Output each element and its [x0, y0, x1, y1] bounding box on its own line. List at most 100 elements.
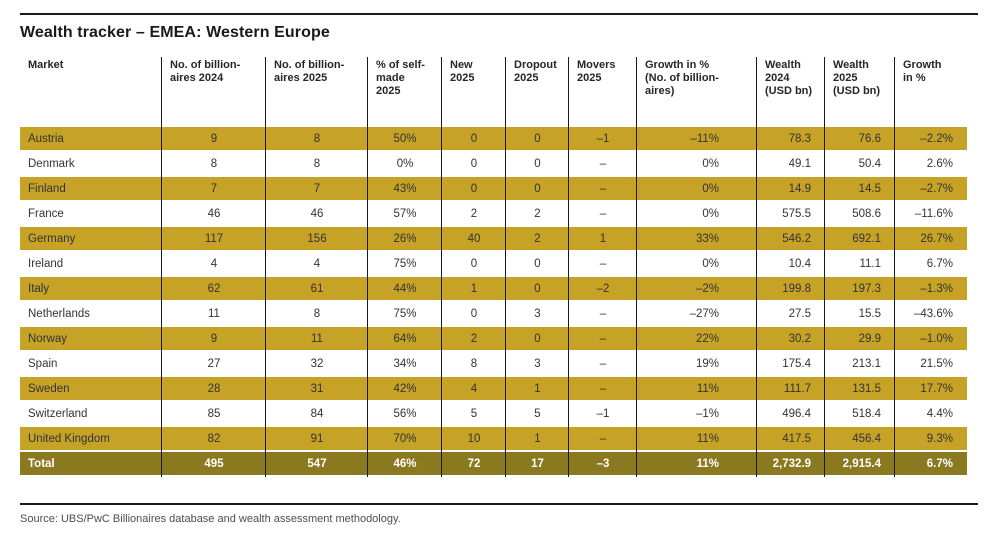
cell-self-made-2025: 50% — [368, 127, 442, 152]
cell-self-made-2025: 44% — [368, 276, 442, 302]
header-row: Market No. of billion- aires 2024 No. of b… — [20, 57, 967, 127]
column-divider — [441, 57, 442, 477]
cell-dropout-2025: 3 — [506, 301, 569, 327]
cell-wealth-2024: 199.8 — [757, 276, 825, 302]
market-cell: Sweden — [20, 376, 162, 402]
market-cell: France — [20, 201, 162, 227]
cell-wealth-2024: 496.4 — [757, 401, 825, 427]
cell-new-2025: 5 — [442, 401, 506, 427]
cell-growth-billionaires: 33% — [637, 226, 757, 252]
cell-self-made-2025: 75% — [368, 301, 442, 327]
cell-dropout-2025: 2 — [506, 226, 569, 252]
cell-growth-billionaires: 19% — [637, 351, 757, 377]
table-row-italy: Italy 62 61 44% 1 0 –2 –2% 199.8 197.3 –1.3% — [20, 276, 967, 302]
cell-movers-2025: – — [569, 301, 637, 327]
cell-dropout-2025: 3 — [506, 351, 569, 377]
cell-growth-wealth: –2.7% — [895, 176, 967, 202]
cell-billionaires-2025: 8 — [266, 301, 368, 327]
cell-wealth-2025: 508.6 — [825, 201, 895, 227]
column-header-wealth-2025: Wealth 2025 (USD bn) — [833, 59, 881, 98]
cell-billionaires-2025: 8 — [266, 151, 368, 177]
cell-growth-wealth: 17.7% — [895, 376, 967, 402]
cell-billionaires-2025: 4 — [266, 251, 368, 277]
column-header-growth-billionaires: Growth in % (No. of billion- aires) — [645, 59, 719, 98]
cell-wealth-2025: 76.6 — [825, 127, 895, 152]
cell-self-made-2025: 64% — [368, 326, 442, 352]
market-cell: Switzerland — [20, 401, 162, 427]
cell-billionaires-2024: 28 — [162, 376, 266, 402]
cell-dropout-2025: 0 — [506, 151, 569, 177]
cell-growth-wealth: –2.2% — [895, 127, 967, 152]
cell-dropout-2025: 17 — [506, 451, 569, 477]
cell-wealth-2024: 10.4 — [757, 251, 825, 277]
cell-billionaires-2024: 9 — [162, 326, 266, 352]
cell-new-2025: 0 — [442, 301, 506, 327]
cell-wealth-2024: 14.9 — [757, 176, 825, 202]
cell-new-2025: 1 — [442, 276, 506, 302]
cell-new-2025: 0 — [442, 176, 506, 202]
cell-movers-2025: – — [569, 326, 637, 352]
bottom-rule — [20, 503, 978, 505]
cell-growth-wealth: 6.7% — [895, 451, 967, 477]
column-header-billionaires-2025: No. of billion- aires 2025 — [274, 59, 345, 85]
table-row-united-kingdom: United Kingdom 82 91 70% 10 1–11% 417.5 456.4 9.… — [20, 426, 967, 452]
cell-wealth-2025: 50.4 — [825, 151, 895, 177]
column-divider — [568, 57, 569, 477]
cell-growth-wealth: 26.7% — [895, 226, 967, 252]
cell-wealth-2025: 213.1 — [825, 351, 895, 377]
cell-wealth-2024: 49.1 — [757, 151, 825, 177]
market-cell: Netherlands — [20, 301, 162, 327]
cell-billionaires-2024: 27 — [162, 351, 266, 377]
column-divider — [636, 57, 637, 477]
cell-new-2025: 10 — [442, 426, 506, 452]
cell-growth-billionaires: 0% — [637, 151, 757, 177]
cell-self-made-2025: 70% — [368, 426, 442, 452]
cell-movers-2025: – — [569, 426, 637, 452]
cell-billionaires-2024: 46 — [162, 201, 266, 227]
cell-billionaires-2024: 85 — [162, 401, 266, 427]
column-divider — [756, 57, 757, 477]
cell-new-2025: 40 — [442, 226, 506, 252]
cell-wealth-2024: 575.5 — [757, 201, 825, 227]
cell-billionaires-2025: 31 — [266, 376, 368, 402]
cell-wealth-2024: 546.2 — [757, 226, 825, 252]
cell-billionaires-2025: 61 — [266, 276, 368, 302]
cell-growth-billionaires: –27% — [637, 301, 757, 327]
cell-wealth-2025: 456.4 — [825, 426, 895, 452]
table-row-norway: Norway 9 11 64% 2 0–22% 30.2 29.9 –1.0% — [20, 326, 967, 352]
cell-new-2025: 8 — [442, 351, 506, 377]
cell-growth-wealth: –1.3% — [895, 276, 967, 302]
market-cell: Germany — [20, 226, 162, 252]
table-row-france: France 46 46 57% 2 2–0% 575.5 508.6 –11.6% — [20, 201, 967, 227]
cell-movers-2025: 1 — [569, 226, 637, 252]
cell-wealth-2024: 417.5 — [757, 426, 825, 452]
cell-billionaires-2025: 46 — [266, 201, 368, 227]
cell-billionaires-2024: 7 — [162, 176, 266, 202]
cell-growth-billionaires: 22% — [637, 326, 757, 352]
market-cell: United Kingdom — [20, 426, 162, 452]
cell-billionaires-2024: 82 — [162, 426, 266, 452]
cell-billionaires-2024: 117 — [162, 226, 266, 252]
cell-billionaires-2025: 84 — [266, 401, 368, 427]
cell-wealth-2025: 14.5 — [825, 176, 895, 202]
table-row-austria: Austria 9 8 50% 0 0 –1 –11% 78.3 76.6 –2.2% — [20, 127, 967, 152]
cell-new-2025: 0 — [442, 251, 506, 277]
cell-growth-billionaires: 11% — [637, 451, 757, 477]
column-divider — [367, 57, 368, 477]
source-note: Source: UBS/PwC Billionaires database an… — [20, 512, 401, 525]
table-row-finland: Finland 7 7 43% 0 0–0% 14.9 14.5 –2.7% — [20, 176, 967, 202]
cell-billionaires-2025: 11 — [266, 326, 368, 352]
wealth-table: Market No. of billion- aires 2024 No. of b… — [20, 57, 967, 477]
table-row-germany: Germany 117 156 26% 40 2 1 33% 546.2 692.1 26.7% — [20, 226, 967, 252]
table-row-ireland: Ireland 4 4 75% 0 0–0% 10.4 11.1 6.7% — [20, 251, 967, 277]
column-header-market: Market — [28, 59, 64, 71]
market-cell: Italy — [20, 276, 162, 302]
cell-dropout-2025: 0 — [506, 127, 569, 152]
cell-movers-2025: – — [569, 351, 637, 377]
cell-self-made-2025: 0% — [368, 151, 442, 177]
cell-billionaires-2024: 8 — [162, 151, 266, 177]
cell-new-2025: 0 — [442, 127, 506, 152]
cell-wealth-2025: 197.3 — [825, 276, 895, 302]
cell-self-made-2025: 46% — [368, 451, 442, 477]
cell-self-made-2025: 57% — [368, 201, 442, 227]
